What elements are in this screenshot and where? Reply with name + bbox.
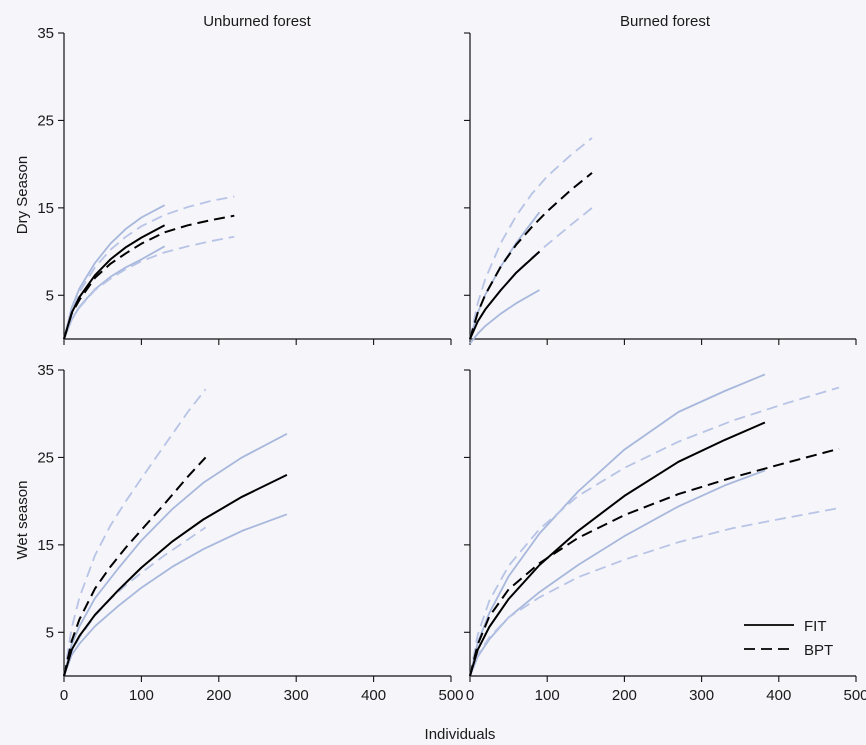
legend-bpt-label: BPT — [804, 642, 833, 659]
series-bpt-ci_upper — [63, 195, 235, 340]
series-bpt-ci_lower — [63, 235, 235, 340]
x-tick-label: 300 — [689, 687, 714, 704]
panel-dry-burned — [464, 32, 857, 345]
row-label-dry: Dry Season — [14, 156, 31, 234]
y-tick-label: 25 — [37, 112, 54, 129]
series-fit-mean — [469, 250, 541, 340]
panel-wet-unburned: 0 100 200 300 400 500 5 15 25 35 — [37, 362, 463, 704]
panel-wet-burned: 0 100 200 300 400 500 — [464, 369, 866, 704]
y-tick-label: 5 — [46, 287, 54, 304]
legend-fit-label: FIT — [804, 618, 827, 635]
y-tick-label: 5 — [46, 624, 54, 641]
y-tick-label: 15 — [37, 537, 54, 554]
panel-dry-unburned: 5 15 25 35 — [37, 25, 452, 345]
series-bpt-ci_lower — [63, 526, 207, 677]
series-fit-mean — [63, 224, 166, 340]
series-bpt-mean — [469, 172, 593, 340]
row-label-wet: Wet season — [14, 481, 31, 560]
x-tick-label: 400 — [361, 687, 386, 704]
panels: 5 15 25 35 0 100 200 300 400 500 5 15 25 35 0 100 200 300… — [37, 25, 866, 704]
series-fit-ci_upper — [63, 433, 288, 677]
x-tick-label: 100 — [535, 687, 560, 704]
series-fit-mean — [469, 421, 766, 677]
y-tick-label: 35 — [37, 25, 54, 42]
y-tick-label: 35 — [37, 362, 54, 379]
x-axis-label: Individuals — [425, 726, 496, 743]
series-bpt-mean — [469, 447, 840, 677]
series-fit-ci_lower — [469, 289, 540, 344]
series-fit-mean — [63, 474, 288, 677]
x-tick-label: 500 — [438, 687, 463, 704]
x-tick-label: 200 — [612, 687, 637, 704]
series-bpt-mean — [63, 214, 235, 340]
legend: FIT BPT — [744, 618, 833, 659]
x-tick-label: 300 — [284, 687, 309, 704]
x-tick-label: 0 — [60, 687, 68, 704]
series-fit-ci_lower — [63, 513, 288, 677]
x-tick-label: 100 — [129, 687, 154, 704]
y-tick-label: 15 — [37, 200, 54, 217]
x-tick-label: 500 — [843, 687, 866, 704]
x-tick-label: 200 — [206, 687, 231, 704]
series-bpt-ci_upper — [63, 388, 207, 677]
series-fit-ci_lower — [469, 469, 766, 677]
col-title-unburned: Unburned forest — [203, 13, 311, 30]
y-tick-label: 25 — [37, 449, 54, 466]
series-bpt-ci_lower — [469, 507, 840, 677]
col-title-burned: Burned forest — [620, 13, 711, 30]
x-tick-label: 400 — [766, 687, 791, 704]
x-tick-label: 0 — [466, 687, 474, 704]
